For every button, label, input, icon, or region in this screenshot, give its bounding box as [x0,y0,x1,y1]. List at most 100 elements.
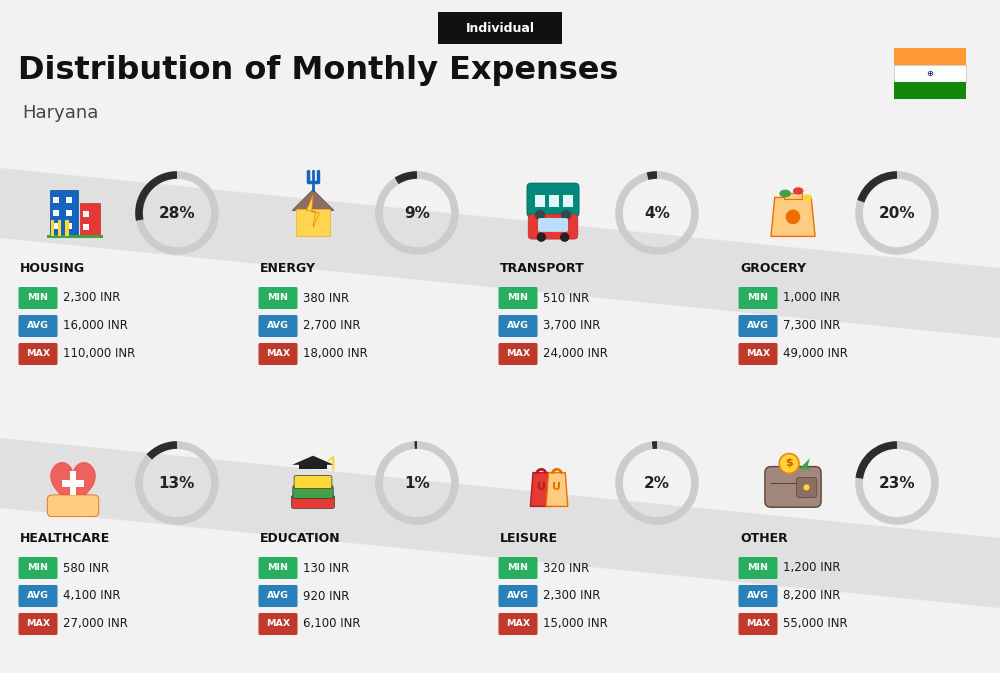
Bar [296,209,330,236]
Text: MAX: MAX [26,349,50,359]
Text: 4%: 4% [644,205,670,221]
Text: 1,200 INR: 1,200 INR [783,561,840,575]
Polygon shape [530,472,552,506]
FancyBboxPatch shape [738,585,778,607]
Bar [66,223,72,229]
Text: Haryana: Haryana [22,104,98,122]
Text: 2,700 INR: 2,700 INR [303,320,360,332]
Text: EDUCATION: EDUCATION [260,532,341,544]
Polygon shape [292,456,334,465]
Text: HEALTHCARE: HEALTHCARE [20,532,110,544]
Bar [62,481,84,487]
Text: MIN: MIN [268,563,288,573]
Text: 15,000 INR: 15,000 INR [543,618,608,631]
Text: 18,000 INR: 18,000 INR [303,347,368,361]
FancyBboxPatch shape [258,287,297,309]
Text: 130 INR: 130 INR [303,561,349,575]
FancyBboxPatch shape [765,466,821,507]
Bar [51,219,54,236]
Text: $: $ [785,458,793,468]
FancyBboxPatch shape [771,483,815,485]
Text: 6,100 INR: 6,100 INR [303,618,360,631]
Text: 2,300 INR: 2,300 INR [63,291,120,304]
FancyBboxPatch shape [499,613,538,635]
Polygon shape [800,458,811,470]
Circle shape [535,210,545,220]
Bar [58,219,61,236]
Text: MAX: MAX [506,620,530,629]
Circle shape [779,454,799,473]
FancyBboxPatch shape [527,183,579,217]
FancyBboxPatch shape [738,287,778,309]
Text: MAX: MAX [266,349,290,359]
Bar [894,82,966,99]
Text: 110,000 INR: 110,000 INR [63,347,135,361]
Polygon shape [51,463,95,512]
FancyBboxPatch shape [47,495,99,517]
FancyBboxPatch shape [499,315,538,337]
Circle shape [537,232,546,242]
Text: 580 INR: 580 INR [63,561,109,575]
Bar [47,235,103,238]
FancyBboxPatch shape [18,315,57,337]
Bar [894,48,966,65]
FancyBboxPatch shape [258,557,297,579]
Polygon shape [0,438,1000,608]
Bar [83,211,89,217]
Text: ⊕: ⊕ [927,69,934,78]
Ellipse shape [793,187,803,194]
FancyBboxPatch shape [528,214,578,239]
FancyBboxPatch shape [18,585,57,607]
Text: U: U [552,482,561,492]
Text: GROCERY: GROCERY [740,262,806,275]
Text: MAX: MAX [266,620,290,629]
Text: TRANSPORT: TRANSPORT [500,262,585,275]
FancyBboxPatch shape [738,613,778,635]
Text: MIN: MIN [508,563,528,573]
Text: 55,000 INR: 55,000 INR [783,618,848,631]
Text: 49,000 INR: 49,000 INR [783,347,848,361]
FancyBboxPatch shape [499,287,538,309]
Text: 9%: 9% [404,205,430,221]
Bar [65,219,69,236]
FancyBboxPatch shape [258,315,297,337]
Text: 27,000 INR: 27,000 INR [63,618,128,631]
Text: MIN: MIN [268,293,288,302]
Text: Distribution of Monthly Expenses: Distribution of Monthly Expenses [18,55,618,87]
FancyBboxPatch shape [258,343,297,365]
Text: Individual: Individual [466,22,534,34]
Text: 24,000 INR: 24,000 INR [543,347,608,361]
Text: AVG: AVG [507,322,529,330]
FancyBboxPatch shape [18,343,57,365]
Text: MAX: MAX [506,349,530,359]
Text: 4,100 INR: 4,100 INR [63,590,120,602]
Text: LEISURE: LEISURE [500,532,558,544]
FancyBboxPatch shape [499,557,538,579]
Text: 1%: 1% [404,476,430,491]
Text: AVG: AVG [507,592,529,600]
Bar [53,223,59,229]
Text: OTHER: OTHER [740,532,788,544]
Ellipse shape [803,194,812,201]
Text: MAX: MAX [746,349,770,359]
Circle shape [560,232,569,242]
Ellipse shape [779,190,791,197]
Text: AVG: AVG [747,592,769,600]
FancyBboxPatch shape [18,287,57,309]
Circle shape [786,209,800,224]
Text: MIN: MIN [27,563,48,573]
Text: 920 INR: 920 INR [303,590,349,602]
Text: AVG: AVG [267,322,289,330]
Bar [535,194,545,207]
Text: MAX: MAX [746,620,770,629]
FancyBboxPatch shape [738,557,778,579]
FancyBboxPatch shape [738,343,778,365]
Text: 320 INR: 320 INR [543,561,589,575]
Bar [784,193,802,199]
Text: 13%: 13% [159,476,195,491]
FancyBboxPatch shape [438,12,562,44]
FancyBboxPatch shape [293,485,333,499]
Bar [563,194,573,207]
FancyBboxPatch shape [258,613,297,635]
Text: MIN: MIN [508,293,528,302]
